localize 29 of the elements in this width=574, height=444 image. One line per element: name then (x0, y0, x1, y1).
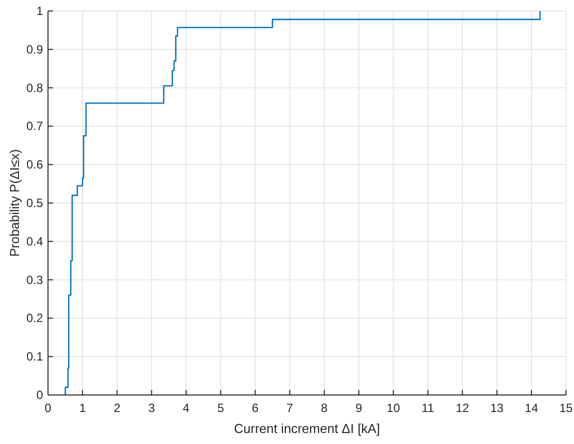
x-tick-label: 4 (182, 401, 190, 415)
x-tick-label: 11 (422, 401, 434, 415)
x-tick-label: 0 (44, 401, 52, 415)
x-tick-label: 13 (490, 401, 504, 415)
x-tick-label: 10 (386, 401, 400, 415)
y-tick-label: 0.4 (26, 234, 44, 248)
y-axis-title: Probability P(ΔI≤x) (7, 149, 22, 257)
y-tick-label: 0 (36, 388, 44, 402)
y-tick-label: 0.5 (26, 196, 44, 210)
x-tick-label: 12 (456, 401, 470, 415)
y-tick-label: 0.1 (26, 350, 44, 364)
x-tick-label: 5 (217, 401, 224, 415)
x-tick-label: 6 (252, 401, 259, 415)
x-tick-label: 15 (559, 401, 573, 415)
y-tick-label: 0.3 (26, 272, 44, 287)
x-tick-label: 2 (114, 401, 121, 415)
y-tick-label: 0.2 (26, 311, 44, 326)
x-tick-label: 14 (524, 401, 538, 415)
x-tick-label: 8 (320, 401, 328, 415)
x-tick-label: 7 (286, 401, 294, 415)
x-axis-title: Current increment ΔI [kA] (234, 421, 380, 436)
x-tick-label: 9 (355, 401, 362, 415)
y-tick-label: 0.7 (26, 119, 44, 134)
y-tick-label: 0.9 (26, 42, 44, 56)
y-tick-label: 0.8 (26, 80, 44, 95)
x-tick-label: 1 (79, 401, 86, 415)
y-tick-label: 0.6 (26, 158, 44, 172)
x-tick-label: 3 (148, 401, 156, 415)
y-tick-label: 1 (36, 4, 44, 18)
